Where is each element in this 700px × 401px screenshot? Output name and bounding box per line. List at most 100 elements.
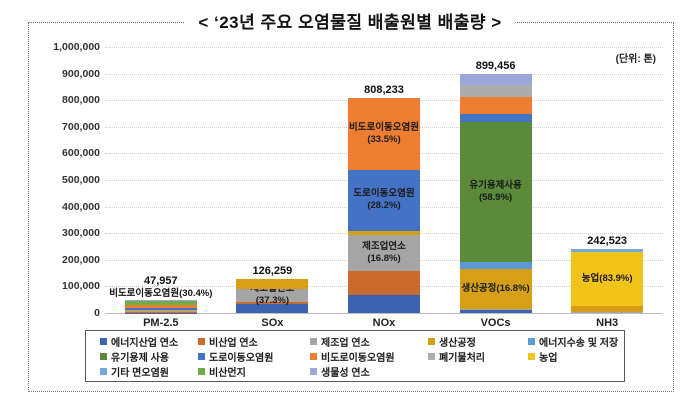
bar-segment: [571, 306, 644, 313]
legend-item: 비산업 연소: [198, 334, 310, 349]
bar-segment: [459, 310, 532, 313]
bar-group-sox: 제조업연소(37.3%) 126,259 SOx: [217, 47, 329, 329]
bar-segment: [571, 248, 644, 252]
bar-total-label: 126,259: [252, 265, 293, 278]
bar-segment: [124, 310, 197, 312]
legend-swatch-icon: [198, 337, 205, 345]
x-axis-label: NOx: [372, 317, 396, 329]
y-tick-label: 900,000: [62, 67, 100, 80]
legend-label: 도로이동오염원: [209, 352, 274, 364]
bar-segment: [236, 303, 309, 313]
bar-segment: 유기용제사용 (58.9%): [459, 121, 532, 263]
bar-segment: 제조업연소 (16.8%): [347, 234, 420, 272]
bar-segment: 비도로이동오염원 (33.5%): [347, 98, 420, 171]
bar-segment: [459, 96, 532, 114]
bar-segment: [124, 304, 197, 309]
segment-label: 도로이동오염원 (28.2%): [353, 188, 415, 212]
bar-segment: [347, 295, 420, 313]
bar-segment: [124, 300, 197, 302]
legend-item: 생물성 연소: [310, 364, 428, 379]
legend-item: 폐기물처리: [428, 349, 528, 364]
legend-label: 농업: [539, 352, 558, 364]
plot-area: 0 100,000 200,000 300,000 400,000 500,000 600,…: [53, 41, 663, 329]
legend-swatch-icon: [310, 367, 317, 375]
bar-segment: [571, 312, 644, 313]
bar-total-label: 899,456: [475, 59, 516, 72]
legend-label: 제조업 연소: [321, 337, 370, 349]
legend-label: 생물성 연소: [321, 367, 370, 379]
gridline: [105, 73, 663, 75]
legend-swatch-icon: [198, 352, 205, 360]
legend-label: 생산공정: [439, 337, 476, 349]
legend-swatch-icon: [528, 337, 535, 345]
legend-swatch-icon: [198, 367, 205, 375]
segment-label: 유기용제사용 (58.9%): [469, 179, 522, 203]
y-tick-label: 1,000,000: [53, 41, 100, 53]
bar-segment: [459, 73, 532, 85]
bar-segment: [124, 308, 197, 310]
legend-item: 도로이동오염원: [198, 349, 310, 364]
bar-group-vocs: 생산공정(16.8%) 유기용제사용 (58.9%) 899,456 VOCs: [440, 47, 552, 329]
legend-item: 농업: [528, 349, 624, 364]
legend-swatch-icon: [100, 367, 107, 375]
y-tick-label: 700,000: [62, 120, 100, 133]
legend-item: 비산먼지: [198, 364, 310, 379]
bar-group-nh3: 농업(83.9%) 242,523 NH3: [551, 47, 663, 329]
x-axis-line: [105, 313, 663, 314]
legend-item: 제조업 연소: [310, 334, 428, 349]
legend-item: 기타 면오염원: [100, 364, 198, 379]
segment-label: 농업(83.9%): [581, 272, 633, 284]
bar-stack: [124, 300, 197, 313]
segment-label: 생산공정(16.8%): [461, 283, 530, 295]
y-tick-label: 0: [94, 307, 100, 319]
legend-label: 기타 면오염원: [111, 367, 169, 379]
x-axis-label: VOCs: [480, 317, 511, 329]
legend-swatch-icon: [428, 352, 435, 360]
legend-label: 비도로이동오염원: [321, 352, 395, 364]
bar-stack: 제조업연소 (16.8%) 도로이동오염원 (28.2%) 비도로이동오염원 (33…: [347, 98, 420, 313]
legend-item: 비도로이동오염원: [310, 349, 428, 364]
y-tick-label: 300,000: [62, 227, 100, 240]
bar-segment: [124, 311, 197, 313]
legend-item: 유기용제 사용: [100, 349, 198, 364]
legend-swatch-icon: [528, 352, 535, 360]
y-tick-label: 500,000: [62, 174, 100, 186]
bar-segment: 도로이동오염원 (28.2%): [347, 170, 420, 231]
bar-group-pm-2.5: 비도로이동오염원(30.4%) 47,957 PM-2.5: [105, 47, 217, 329]
segment-label: 제조업연소(37.3%): [251, 283, 295, 307]
legend-item: 생산공정: [428, 334, 528, 349]
bar-stack: 제조업연소(37.3%): [236, 279, 309, 313]
unit-label: (단위: 톤): [615, 54, 656, 65]
x-axis-label: SOx: [261, 317, 284, 329]
bar-segment: [459, 262, 532, 270]
legend-swatch-icon: [310, 337, 317, 345]
bar-segment: [459, 113, 532, 122]
bar-stack: 농업(83.9%): [571, 248, 644, 313]
bar-segment: [347, 271, 420, 296]
legend-label: 에너지수송 및 저장: [539, 337, 619, 349]
bar-total-label: 242,523: [587, 234, 628, 247]
y-tick-label: 100,000: [62, 280, 100, 293]
bar-segment: 생산공정(16.8%): [459, 269, 532, 310]
y-tick-label: 800,000: [62, 94, 100, 107]
bar-segment: [347, 230, 420, 235]
legend-item: 에너지산업 연소: [100, 334, 198, 349]
legend-label: 폐기물처리: [439, 352, 485, 364]
legend-label: 유기용제 사용: [111, 352, 169, 364]
gridline: [105, 47, 663, 48]
y-tick-label: 600,000: [62, 147, 100, 160]
bar-segment: [459, 84, 532, 97]
x-axis-label: PM-2.5: [143, 317, 179, 329]
legend-item: 에너지수송 및 저장: [528, 334, 624, 349]
bar-total-label: 808,233: [364, 84, 404, 97]
bar-segment: 제조업연소(37.3%): [236, 283, 309, 307]
chart-title: < ‘23년 주요 오염물질 배출원별 배출량 >: [184, 8, 516, 33]
y-tick-label: 200,000: [62, 253, 100, 266]
bar-segment: 농업(83.9%): [571, 251, 644, 307]
legend-swatch-icon: [428, 337, 435, 345]
legend-label: 비산업 연소: [209, 337, 258, 349]
bar-group-nox: 제조업연소 (16.8%) 도로이동오염원 (28.2%) 비도로이동오염원 (33…: [328, 47, 440, 329]
legend-label: 에너지산업 연소: [111, 337, 179, 349]
bar-segment: [459, 309, 532, 311]
legend-swatch-icon: [310, 352, 317, 360]
